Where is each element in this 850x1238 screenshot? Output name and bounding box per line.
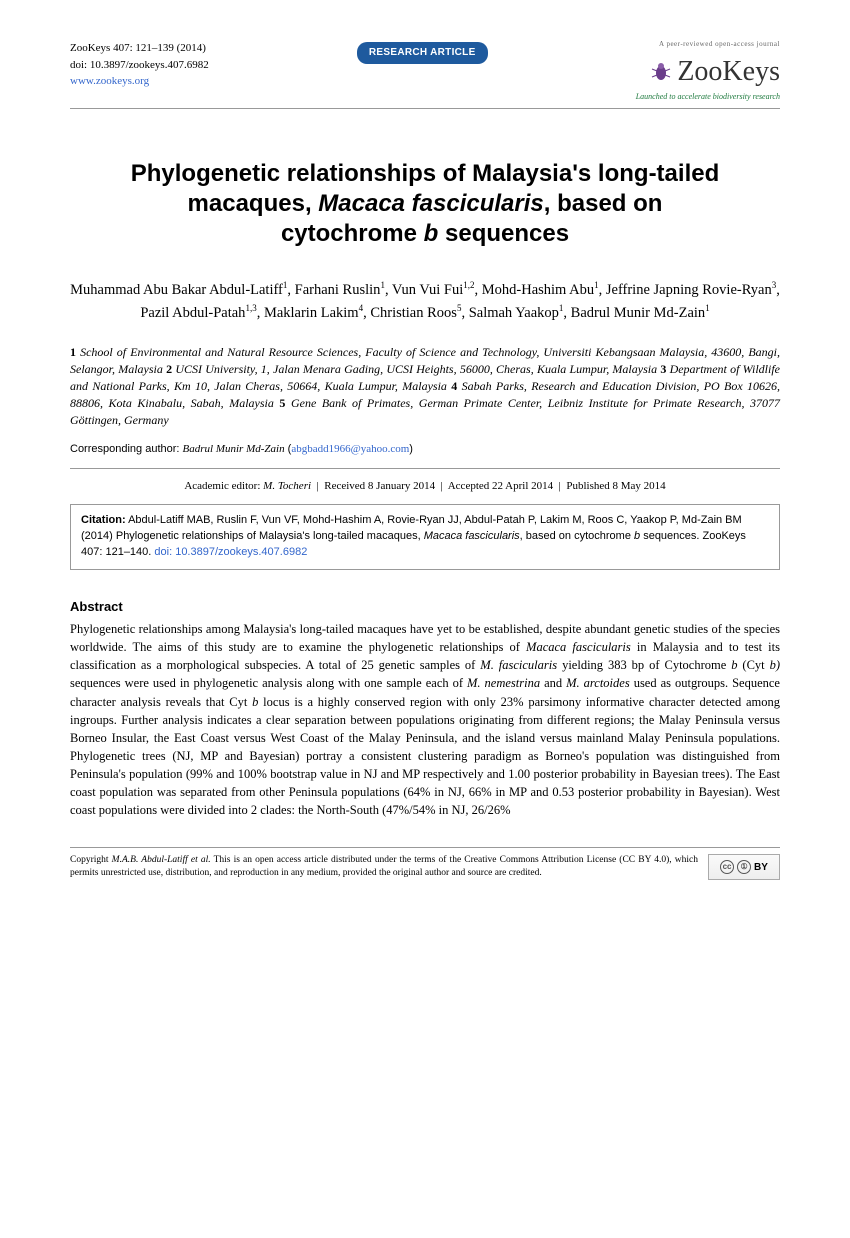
copyright-text: Copyright M.A.B. Abdul-Latiff et al. Thi… (70, 854, 698, 880)
doi-line: doi: 10.3897/zookeys.407.6982 (70, 57, 209, 74)
corresponding-email[interactable]: abgbadd1966@yahoo.com (291, 443, 409, 455)
citation-box: Citation: Abdul-Latiff MAB, Ruslin F, Vu… (70, 504, 780, 570)
journal-name: ZooKeys (677, 52, 780, 91)
header-meta: ZooKeys 407: 121–139 (2014) doi: 10.3897… (70, 40, 209, 90)
editorial-dates: Academic editor: M. Tocheri | Received 8… (70, 479, 780, 494)
journal-brand: A peer-reviewed open-access journal ZooK… (636, 40, 780, 102)
cc-by-icon: cc ① BY (708, 854, 780, 880)
author-list: Muhammad Abu Bakar Abdul-Latiff1, Farhan… (70, 279, 780, 324)
page-header: ZooKeys 407: 121–139 (2014) doi: 10.3897… (70, 40, 780, 109)
journal-tagline: Launched to accelerate biodiversity rese… (636, 91, 780, 102)
citation-line: ZooKeys 407: 121–139 (2014) (70, 40, 209, 57)
affiliations: 1 School of Environmental and Natural Re… (70, 344, 780, 428)
corresponding-author: Corresponding author: Badrul Munir Md-Za… (70, 442, 780, 468)
peer-review-label: A peer-reviewed open-access journal (636, 40, 780, 50)
copyright-footer: Copyright M.A.B. Abdul-Latiff et al. Thi… (70, 847, 780, 880)
article-title: Phylogenetic relationships of Malaysia's… (70, 159, 780, 249)
citation-doi-link[interactable]: doi: 10.3897/zookeys.407.6982 (154, 546, 307, 558)
article-type-badge: RESEARCH ARTICLE (357, 42, 488, 64)
abstract-body: Phylogenetic relationships among Malaysi… (70, 620, 780, 819)
journal-url[interactable]: www.zookeys.org (70, 75, 149, 87)
journal-logo-icon (649, 59, 673, 83)
abstract-heading: Abstract (70, 598, 780, 616)
